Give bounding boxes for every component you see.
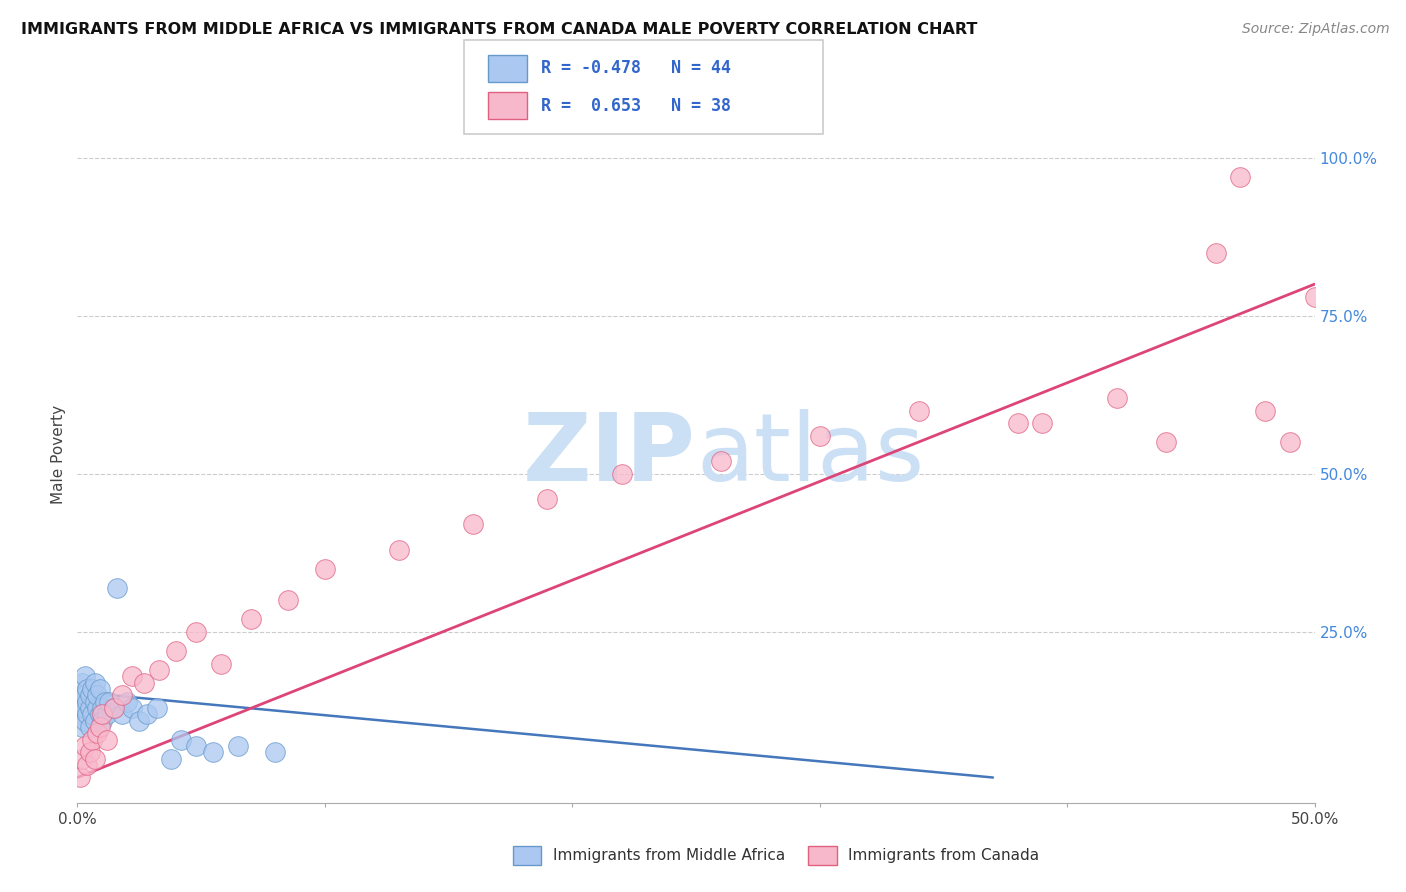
Point — [202, 745, 225, 759]
Point — [91, 714, 114, 728]
Point — [91, 707, 114, 722]
Point — [1205, 245, 1227, 260]
Point — [72, 751, 94, 765]
Point — [907, 403, 929, 417]
Point — [111, 707, 134, 722]
Point — [72, 688, 94, 702]
Point — [83, 675, 105, 690]
Point — [121, 701, 143, 715]
Point — [69, 707, 91, 722]
Point — [93, 695, 115, 709]
Point — [83, 714, 105, 728]
Point — [83, 695, 105, 709]
Point — [96, 732, 118, 747]
Point — [1229, 169, 1251, 184]
Point — [1278, 435, 1301, 450]
Point — [79, 720, 101, 734]
Point — [808, 429, 831, 443]
Point — [121, 669, 143, 683]
Point — [89, 720, 111, 734]
Point — [82, 681, 104, 696]
Point — [1303, 290, 1326, 304]
Point — [1154, 435, 1177, 450]
Point — [76, 681, 98, 696]
Point — [165, 644, 187, 658]
Point — [111, 688, 134, 702]
Point — [105, 581, 128, 595]
Point — [1254, 403, 1277, 417]
Point — [69, 695, 91, 709]
Text: ZIP: ZIP — [523, 409, 696, 501]
Point — [76, 707, 98, 722]
Point — [79, 688, 101, 702]
Text: Immigrants from Middle Africa: Immigrants from Middle Africa — [553, 848, 785, 863]
Point — [115, 695, 138, 709]
Text: R =  0.653   N = 38: R = 0.653 N = 38 — [541, 96, 731, 114]
Point — [160, 751, 183, 765]
Point — [73, 688, 96, 702]
Point — [128, 714, 150, 728]
Point — [1105, 391, 1128, 405]
Point — [72, 675, 94, 690]
Point — [103, 701, 125, 715]
Point — [73, 714, 96, 728]
Point — [73, 669, 96, 683]
Point — [98, 695, 121, 709]
Point — [135, 707, 157, 722]
Y-axis label: Male Poverty: Male Poverty — [51, 405, 66, 505]
Point — [86, 726, 108, 740]
Point — [72, 701, 94, 715]
Point — [209, 657, 232, 671]
Text: Immigrants from Canada: Immigrants from Canada — [848, 848, 1039, 863]
Text: IMMIGRANTS FROM MIDDLE AFRICA VS IMMIGRANTS FROM CANADA MALE POVERTY CORRELATION: IMMIGRANTS FROM MIDDLE AFRICA VS IMMIGRA… — [21, 22, 977, 37]
Point — [83, 751, 105, 765]
Point — [69, 771, 91, 785]
Point — [79, 745, 101, 759]
Point — [89, 707, 111, 722]
Point — [184, 739, 207, 753]
Point — [82, 707, 104, 722]
Point — [89, 681, 111, 696]
Point — [1031, 417, 1053, 431]
Point — [76, 757, 98, 772]
Point — [463, 517, 485, 532]
Point — [86, 701, 108, 715]
Point — [103, 701, 125, 715]
Point — [388, 542, 411, 557]
Point — [264, 745, 287, 759]
Point — [86, 688, 108, 702]
Point — [148, 663, 170, 677]
Point — [277, 593, 299, 607]
Point — [184, 625, 207, 640]
Point — [239, 612, 262, 626]
Point — [710, 454, 733, 468]
Point — [170, 732, 193, 747]
Point — [91, 701, 114, 715]
Point — [76, 695, 98, 709]
Point — [226, 739, 249, 753]
Point — [73, 701, 96, 715]
Point — [610, 467, 633, 481]
Point — [96, 707, 118, 722]
Point — [134, 675, 156, 690]
Point — [314, 562, 336, 576]
Point — [72, 720, 94, 734]
Text: R = -0.478   N = 44: R = -0.478 N = 44 — [541, 60, 731, 78]
Point — [73, 739, 96, 753]
Point — [82, 732, 104, 747]
Point — [1007, 417, 1029, 431]
Text: atlas: atlas — [696, 409, 924, 501]
Point — [145, 701, 167, 715]
Point — [536, 492, 558, 507]
Text: Source: ZipAtlas.com: Source: ZipAtlas.com — [1241, 22, 1389, 37]
Point — [79, 701, 101, 715]
